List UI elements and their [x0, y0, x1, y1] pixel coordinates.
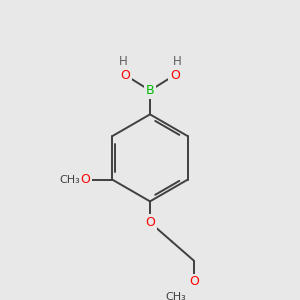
Text: H: H [119, 55, 128, 68]
Text: CH₃: CH₃ [165, 292, 186, 300]
Text: O: O [81, 173, 91, 186]
Text: O: O [170, 69, 180, 82]
Text: O: O [189, 275, 199, 288]
Text: O: O [120, 69, 130, 82]
Text: O: O [145, 216, 155, 229]
Text: B: B [146, 84, 154, 97]
Text: CH₃: CH₃ [59, 175, 80, 184]
Text: H: H [172, 55, 181, 68]
